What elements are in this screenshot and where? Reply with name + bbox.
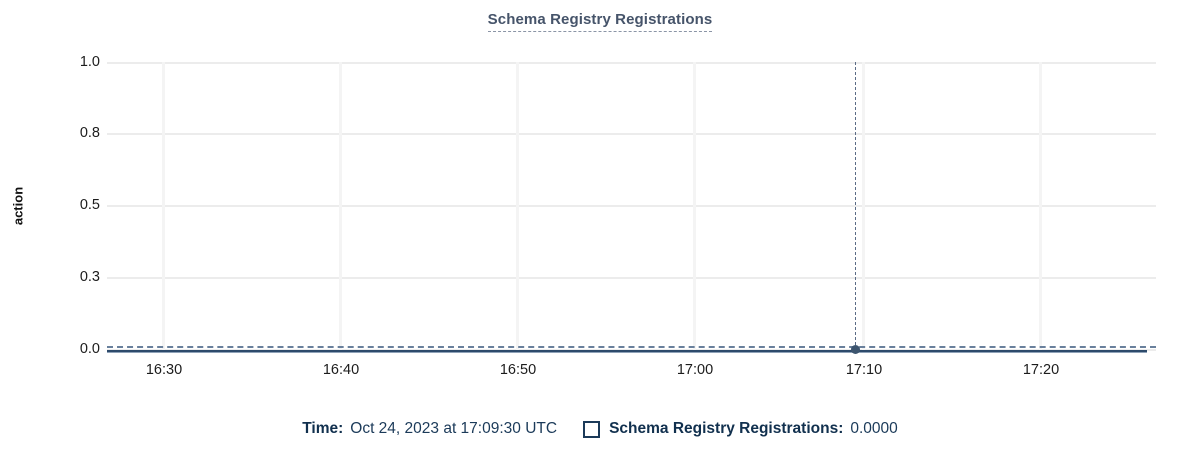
gridline-horizontal-0.8 [107, 133, 1156, 135]
gridline-vertical-1640 [339, 62, 342, 350]
zero-reference-line [107, 346, 1156, 348]
gridline-vertical-1700 [693, 62, 696, 350]
y-tick-label-0.0: 0.0 [79, 341, 100, 357]
gridline-horizontal-0.5 [107, 205, 1156, 207]
x-tick-label-1650: 16:50 [499, 362, 537, 378]
gridline-vertical-1630 [162, 62, 165, 350]
chart-title: Schema Registry Registrations [0, 11, 1200, 32]
tooltip-time: Time: Oct 24, 2023 at 17:09:30 UTC [302, 420, 557, 438]
y-tick-label-1.0: 1.0 [79, 54, 100, 70]
x-tick-label-1630: 16:30 [145, 362, 183, 378]
tooltip-series-label: Schema Registry Registrations: [609, 420, 844, 437]
y-tick-label-0.8: 0.8 [79, 125, 100, 141]
tooltip-time-label: Time: [302, 420, 344, 437]
plot-area[interactable] [107, 62, 1156, 354]
hover-data-point-marker[interactable] [851, 345, 860, 354]
gridline-vertical-1650 [516, 62, 519, 350]
gridline-vertical-1720 [1039, 62, 1042, 350]
tooltip-series-value: 0.0000 [850, 420, 898, 437]
gridline-vertical-1710 [862, 62, 865, 350]
x-axis: 16:30 16:40 16:50 17:00 17:10 17:20 [107, 362, 1156, 386]
y-axis-title: action [10, 186, 26, 226]
tooltip-time-value: Oct 24, 2023 at 17:09:30 UTC [350, 420, 558, 437]
x-tick-label-1710: 17:10 [845, 362, 883, 378]
gridline-horizontal-0.3 [107, 277, 1156, 279]
crosshair-vertical-line [855, 62, 856, 350]
x-tick-label-1700: 17:00 [676, 362, 714, 378]
x-tick-label-1720: 17:20 [1022, 362, 1060, 378]
chart-title-text: Schema Registry Registrations [487, 11, 713, 32]
tooltip-footer: Time: Oct 24, 2023 at 17:09:30 UTC Schem… [0, 420, 1200, 438]
y-axis: action 1.0 0.8 0.5 0.3 0.0 [11, 54, 101, 357]
y-tick-label-0.3: 0.3 [79, 269, 100, 285]
y-tick-label-0.5: 0.5 [79, 197, 100, 213]
x-tick-label-1640: 16:40 [322, 362, 360, 378]
gridline-horizontal-1.0 [107, 62, 1156, 64]
tooltip-series[interactable]: Schema Registry Registrations: 0.0000 [583, 420, 898, 438]
legend-swatch-icon[interactable] [583, 420, 601, 438]
series-line-schema-registry-registrations [107, 350, 1147, 353]
